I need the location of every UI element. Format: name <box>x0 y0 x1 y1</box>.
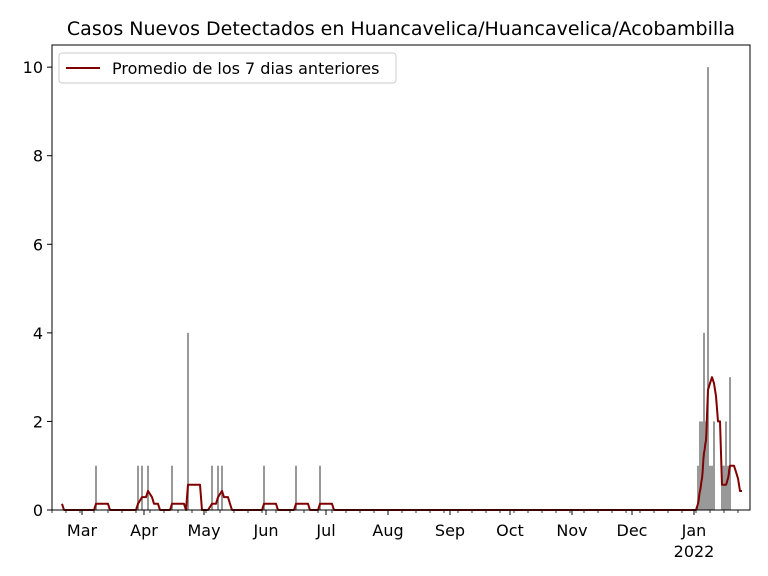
legend-box <box>58 52 397 84</box>
bar-11 <box>263 465 265 510</box>
bar-20 <box>709 465 711 510</box>
x-tick-label-0: Mar <box>67 521 98 540</box>
line-series <box>61 376 742 511</box>
x-tick-label-4: Jul <box>315 521 335 540</box>
x-tick-label-10: Jan <box>681 521 707 540</box>
bar-17 <box>703 332 705 510</box>
y-tick-label-1: 2 <box>33 412 43 431</box>
bar-22 <box>713 421 715 510</box>
y-tick-label-2: 4 <box>33 324 43 343</box>
bar-15 <box>699 421 701 510</box>
bar-5 <box>147 465 149 510</box>
bar-25 <box>725 421 727 510</box>
bar-8 <box>211 465 213 510</box>
bar-23 <box>721 465 723 510</box>
y-axis: 0 2 4 6 8 10 <box>23 58 52 520</box>
bar-10 <box>221 465 223 510</box>
bar-7 <box>187 332 189 510</box>
bar-2 <box>95 465 97 510</box>
y-tick-label-4: 8 <box>33 147 43 166</box>
plot-frame <box>51 44 751 511</box>
bar-24 <box>723 465 725 510</box>
bar-12 <box>295 465 297 510</box>
bar-26 <box>727 465 729 510</box>
legend: Promedio de los 7 dias anteriores <box>58 52 397 84</box>
x-tick-label-1: Apr <box>130 521 158 540</box>
bar-21 <box>711 465 713 510</box>
x-tick-label-3: Jun <box>253 521 279 540</box>
bar-series <box>95 67 731 511</box>
chart-title: Casos Nuevos Detectados en Huancavelica/… <box>67 18 735 40</box>
x-tick-label-6: Sep <box>435 521 465 540</box>
x-tick-label-2: May <box>187 521 220 540</box>
x-tick-label-8: Nov <box>556 521 587 540</box>
y-tick-label-3: 6 <box>33 235 43 254</box>
moving-average-line <box>61 376 742 511</box>
x-tick-sublabel-10: 2022 <box>674 542 715 561</box>
x-axis: Mar Apr May Jun Jul Aug Sep Oct Nov Dec Jan 2022 <box>51 510 739 561</box>
bar-19 <box>707 67 709 511</box>
bar-9 <box>217 465 219 510</box>
bar-13 <box>319 465 321 510</box>
bar-27 <box>729 377 731 510</box>
bar-6 <box>171 465 173 510</box>
x-tick-label-9: Dec <box>617 521 648 540</box>
x-tick-label-7: Oct <box>496 521 524 540</box>
bar-14 <box>697 465 699 510</box>
bar-4 <box>141 465 143 510</box>
bar-3 <box>137 465 139 510</box>
y-tick-label-5: 10 <box>23 58 43 77</box>
y-tick-label-0: 0 <box>33 501 43 520</box>
x-tick-label-5: Aug <box>372 521 403 540</box>
bar-18 <box>705 421 707 510</box>
legend-label: Promedio de los 7 dias anteriores <box>112 59 379 78</box>
